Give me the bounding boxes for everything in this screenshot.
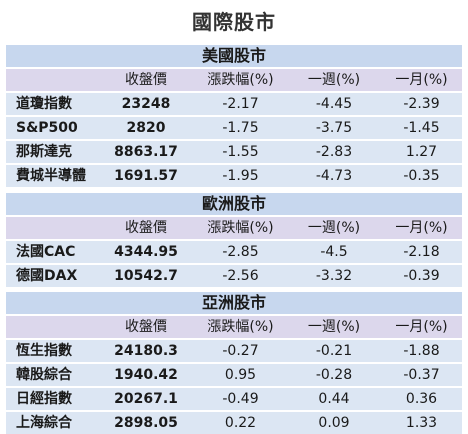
column-header-week: 一週(%) — [307, 319, 361, 335]
close-value: 1691.57 — [114, 168, 178, 184]
change-value: 0.95 — [224, 367, 257, 383]
column-header-month: 一月(%) — [395, 72, 448, 88]
close-value: 8863.17 — [114, 144, 178, 160]
column-header-name — [6, 217, 98, 239]
month-value: -1.45 — [403, 120, 440, 136]
column-header-name — [6, 69, 98, 91]
month-value: 0.36 — [405, 391, 438, 407]
close-value: 10542.7 — [114, 268, 178, 284]
table-row: 費城半導體 1691.57 -1.95 -4.73 -0.35 — [6, 163, 462, 187]
table-row: 恆生指數 24180.3 -0.27 -0.21 -1.88 — [6, 338, 462, 362]
month-value: -0.37 — [403, 367, 440, 383]
column-header-month: 一月(%) — [395, 220, 448, 236]
section-us-stocks: 美國股市 收盤價 漲跌幅(%) 一週(%) 一月(%) 道瓊指數 23248 -… — [6, 45, 462, 187]
table-row: 上海綜合 2898.05 0.22 0.09 1.33 — [6, 410, 462, 434]
close-value: 2898.05 — [114, 415, 178, 431]
week-value: 0.09 — [318, 415, 350, 431]
index-name: 上海綜合 — [16, 415, 72, 431]
week-value: -0.28 — [315, 367, 353, 383]
column-header-week: 一週(%) — [307, 72, 361, 88]
month-value: -0.35 — [403, 168, 440, 184]
column-header-close: 收盤價 — [125, 72, 167, 88]
table-row: 日經指數 20267.1 -0.49 0.44 0.36 — [6, 386, 462, 410]
week-value: -4.5 — [320, 244, 348, 260]
week-value: -3.75 — [315, 120, 353, 136]
month-value: -2.18 — [403, 244, 440, 260]
section-header-asia: 亞洲股市 — [6, 292, 462, 316]
index-name: 那斯達克 — [16, 144, 72, 160]
table-row: 韓股綜合 1940.42 0.95 -0.28 -0.37 — [6, 362, 462, 386]
change-value: -2.85 — [222, 244, 259, 260]
column-header-row: 收盤價 漲跌幅(%) 一週(%) 一月(%) — [6, 217, 462, 239]
column-header-week: 一週(%) — [307, 220, 361, 236]
month-value: 1.33 — [405, 415, 438, 431]
close-value: 24180.3 — [114, 343, 178, 359]
change-value: 0.22 — [224, 415, 257, 431]
month-value: -2.39 — [403, 96, 440, 112]
change-value: -2.17 — [222, 96, 259, 112]
close-value: 1940.42 — [114, 367, 178, 383]
index-name: S&P500 — [16, 120, 78, 136]
column-header-month: 一月(%) — [395, 319, 448, 335]
section-header-europe: 歐洲股市 — [6, 193, 462, 217]
month-value: 1.27 — [405, 144, 438, 160]
week-value: -3.32 — [315, 268, 353, 284]
month-value: -0.39 — [403, 268, 440, 284]
table-row: 德國DAX 10542.7 -2.56 -3.32 -0.39 — [6, 263, 462, 287]
week-value: -4.45 — [315, 96, 353, 112]
column-header-close: 收盤價 — [125, 319, 167, 335]
table-row: 法國CAC 4344.95 -2.85 -4.5 -2.18 — [6, 239, 462, 263]
change-value: -1.95 — [222, 168, 259, 184]
index-name: 法國CAC — [16, 244, 76, 260]
index-name: 日經指數 — [16, 391, 72, 407]
table-row: 道瓊指數 23248 -2.17 -4.45 -2.39 — [6, 91, 462, 115]
week-value: -0.21 — [315, 343, 353, 359]
index-name: 費城半導體 — [16, 168, 86, 184]
column-header-name — [6, 316, 98, 338]
index-name: 德國DAX — [16, 268, 78, 284]
column-header-row: 收盤價 漲跌幅(%) 一週(%) 一月(%) — [6, 69, 462, 91]
week-value: 0.44 — [318, 391, 350, 407]
week-value: -2.83 — [315, 144, 353, 160]
change-value: -0.27 — [222, 343, 259, 359]
index-name: 韓股綜合 — [16, 367, 72, 383]
section-header-us: 美國股市 — [6, 45, 462, 69]
column-header-row: 收盤價 漲跌幅(%) 一週(%) 一月(%) — [6, 316, 462, 338]
section-europe-stocks: 歐洲股市 收盤價 漲跌幅(%) 一週(%) 一月(%) 法國CAC 4344.9… — [6, 193, 462, 287]
column-header-close: 收盤價 — [125, 220, 167, 236]
week-value: -4.73 — [315, 168, 353, 184]
page-title: 國際股市 — [192, 10, 276, 34]
column-header-change: 漲跌幅(%) — [207, 319, 274, 335]
index-name: 道瓊指數 — [16, 96, 72, 112]
close-value: 4344.95 — [114, 244, 178, 260]
change-value: -0.49 — [222, 391, 259, 407]
table-row: 那斯達克 8863.17 -1.55 -2.83 1.27 — [6, 139, 462, 163]
month-value: -1.88 — [403, 343, 440, 359]
close-value: 23248 — [121, 96, 171, 112]
section-asia-stocks: 亞洲股市 收盤價 漲跌幅(%) 一週(%) 一月(%) 恆生指數 24180.3… — [6, 292, 462, 434]
column-header-change: 漲跌幅(%) — [207, 72, 274, 88]
close-value: 2820 — [126, 120, 166, 136]
column-header-change: 漲跌幅(%) — [207, 220, 274, 236]
change-value: -2.56 — [222, 268, 259, 284]
table-row: S&P500 2820 -1.75 -3.75 -1.45 — [6, 115, 462, 139]
change-value: -1.75 — [222, 120, 259, 136]
index-name: 恆生指數 — [16, 343, 72, 359]
close-value: 20267.1 — [114, 391, 178, 407]
change-value: -1.55 — [222, 144, 259, 160]
